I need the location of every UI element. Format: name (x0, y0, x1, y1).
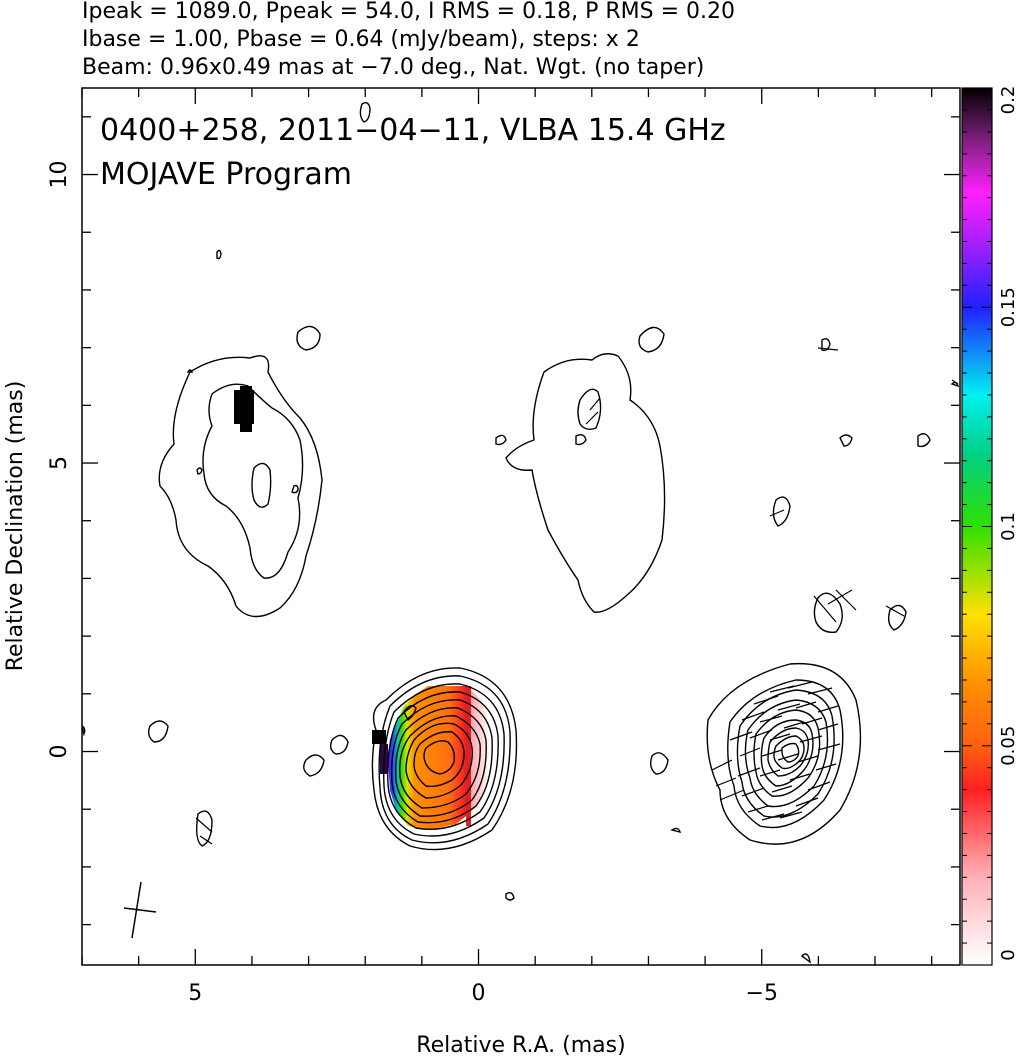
contour-map (82, 101, 960, 964)
colorbar-axis: 0 0.05 0.1 0.15 0.2 (962, 86, 1019, 966)
x-tick-label: −5 (746, 981, 778, 1006)
source-title: 0400+258, 2011−04−11, VLBA 15.4 GHz (100, 113, 726, 148)
colorbar-tick-label: 0.05 (998, 726, 1019, 766)
header-line-2: Ibase = 1.00, Pbase = 0.64 (mJy/beam), s… (82, 27, 640, 52)
header-line-3: Beam: 0.96x0.49 mas at −7.0 deg., Nat. W… (82, 55, 704, 80)
polarization-vectors (195, 347, 959, 845)
plot-frame (81, 87, 961, 966)
right-component-contours (706, 662, 862, 845)
x-axis: 5 0 −5 (81, 88, 933, 1006)
y-tick-label: 10 (47, 161, 72, 189)
colorbar-tick-label: 0.2 (998, 86, 1019, 115)
noise-contours (82, 101, 960, 964)
colorbar-tick-label: 0.15 (998, 287, 1019, 327)
colorbar-tick-label: 0.1 (998, 512, 1019, 541)
core-contours (371, 667, 518, 851)
program-title: MOJAVE Program (100, 157, 352, 192)
x-tick-label: 5 (188, 981, 202, 1006)
y-tick-label: 5 (47, 456, 72, 470)
middle-extended-contours (495, 353, 666, 613)
colorbar-tick-label: 0 (998, 949, 1019, 960)
overlay-red-band (466, 686, 471, 826)
y-axis-label: Relative Declination (mas) (3, 381, 28, 672)
y-tick-label: 0 (47, 745, 72, 759)
header-line-1: Ipeak = 1089.0, Ppeak = 54.0, I RMS = 0.… (82, 0, 735, 24)
upper-left-extended-contours (158, 355, 323, 618)
x-axis-label: Relative R.A. (mas) (416, 1033, 625, 1058)
beam-marker (123, 881, 157, 939)
x-tick-label: 0 (472, 981, 486, 1006)
y-axis: 0 5 10 (47, 116, 960, 926)
